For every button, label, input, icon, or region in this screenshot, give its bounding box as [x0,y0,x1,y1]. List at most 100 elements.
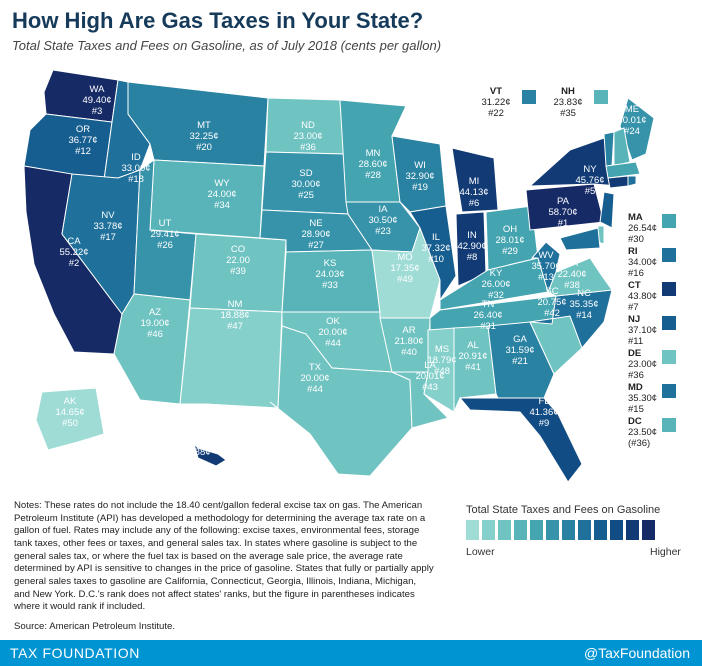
state-rank-ca: #2 [69,258,80,269]
state-value-tx: 20.00¢ [300,373,329,384]
state-rank-ut: #26 [157,240,173,251]
callout-swatch-md [662,384,676,398]
callout-rank-ct: #7 [628,302,639,313]
state-value-al: 20.91¢ [458,351,487,362]
state-rank-fl: #9 [539,418,550,429]
state-code-nm: NM [228,299,243,310]
legend-swatch [546,520,559,540]
callout-rank-nj: #11 [628,336,643,347]
state-rank-wa: #3 [92,106,103,117]
footer-bar: TAX FOUNDATION @TaxFoundation [0,640,702,666]
state-value-ar: 21.80¢ [394,336,423,347]
callout-rank-de: #36 [628,370,644,381]
state-rank-ar: #40 [401,347,417,358]
state-rank-nd: #36 [300,142,316,153]
state-code-ne: NE [309,218,322,229]
state-code-wi: WI [414,160,426,171]
state-value-la: 20.01¢ [415,371,444,382]
state-value-tn: 26.40¢ [473,310,502,321]
state-rank-az: #46 [147,329,163,340]
state-value-mo: 17.35¢ [390,263,419,274]
state-rank-ks: #33 [322,280,338,291]
state-value-ok: 20.00¢ [318,327,347,338]
callout-rank-ma: #30 [628,234,644,245]
state-rank-mo: #49 [397,274,413,285]
legend-color-scale [466,520,655,540]
us-gas-tax-map: WA49.40¢#3OR36.77¢#12CA55.22¢#2ID33.00¢#… [23,69,676,483]
state-code-fl: FL [538,396,549,407]
state-value-mn: 28.60¢ [358,159,387,170]
state-rank-wv: #13 [538,272,554,283]
callout-code-md: MD [628,382,643,393]
state-value-fl: 41.36¢ [529,407,558,418]
state-code-nd: ND [301,120,315,131]
state-code-in: IN [467,230,477,241]
state-nj [599,191,615,229]
callout-swatch-dc [662,418,676,432]
callout-code-de: DE [628,348,641,359]
state-code-me: ME [625,104,639,115]
state-code-ny: NY [583,164,597,175]
state-value-mt: 32.25¢ [189,131,218,142]
callout-value-ri: 34.00¢ [628,257,657,268]
state-rank-mt: #20 [196,142,212,153]
state-ri [627,175,637,187]
legend-swatch [482,520,495,540]
state-code-ut: UT [159,218,172,229]
state-code-hi: HI [191,436,201,447]
state-code-or: OR [76,124,90,135]
footer-handle-link[interactable]: @TaxFoundation [583,645,690,661]
state-rank-ny: #5 [585,186,596,197]
state-value-ny: 45.76¢ [575,175,604,186]
state-code-ca: CA [67,236,81,247]
page-subtitle: Total State Taxes and Fees on Gasoline, … [12,38,442,53]
state-value-sc: 20.75¢ [537,297,566,308]
page-title: How High Are Gas Taxes in Your State? [12,8,424,33]
callout-value-vt: 31.22¢ [481,97,510,108]
callout-code-ct: CT [628,280,641,291]
notes-text: Notes: These rates do not include the 18… [14,500,434,613]
state-ct [607,175,629,189]
footer-brand: TAX FOUNDATION [10,645,140,661]
callout-code-ri: RI [628,246,638,257]
callout-value-de: 23.00¢ [628,359,657,370]
state-code-ms: MS [435,344,449,355]
legend-swatch [642,520,655,540]
state-code-la: LA [424,360,436,371]
state-ms [423,327,455,413]
state-value-oh: 28.01¢ [495,235,524,246]
state-value-ga: 31.59¢ [505,345,534,356]
source-text: Source: American Petroleum Institute. [14,621,176,632]
state-rank-co: #39 [230,266,246,277]
callout-rank-md: #15 [628,404,644,415]
state-value-ak: 14.65¢ [55,407,84,418]
state-value-in: 42.90¢ [457,241,486,252]
state-rank-ms: #48 [434,366,450,377]
